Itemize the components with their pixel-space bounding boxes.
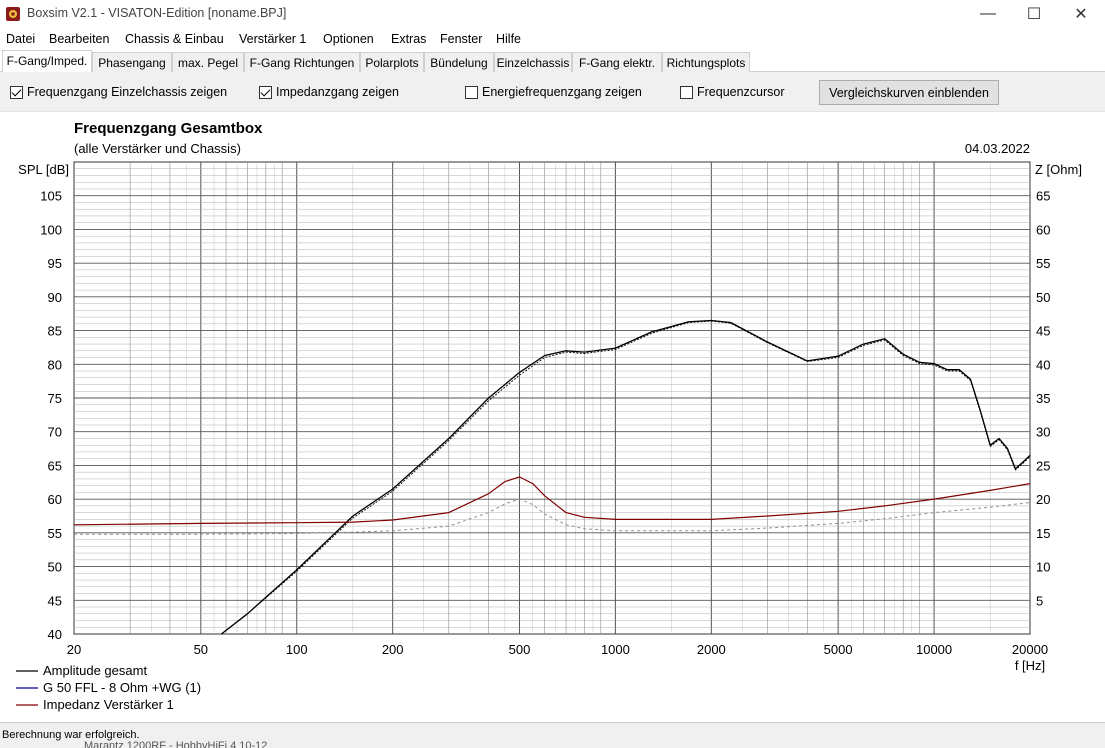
y2-tick-label: 15 (1036, 526, 1050, 541)
chart-subtitle: (alle Verstärker und Chassis) (74, 141, 241, 156)
y2-tick-label: 60 (1036, 222, 1050, 237)
chart-legend: Amplitude gesamt G 50 FFL - 8 Ohm +WG (1… (16, 663, 201, 712)
y2-tick-label: 45 (1036, 324, 1050, 339)
tab-f-gang-elektr[interactable]: F-Gang elektr. (572, 52, 662, 72)
checkbox-einzelchassis-box[interactable] (10, 85, 23, 99)
y-tick-label: 95 (48, 256, 62, 271)
y-tick-label: 40 (48, 627, 62, 642)
tab-buendelung[interactable]: Bündelung (424, 52, 494, 72)
checkbox-frequenzcursor-label: Frequenzcursor (697, 85, 785, 99)
checkbox-impedanz-box[interactable] (259, 85, 272, 99)
series-impedanz-chassis (74, 498, 1031, 535)
menu-fenster[interactable]: Fenster (440, 32, 483, 46)
y2-tick-label: 30 (1036, 425, 1050, 440)
y-tick-label: 45 (48, 593, 62, 608)
series-impedanz-verstaerker (73, 476, 1031, 526)
tab-richtungsplots[interactable]: Richtungsplots (662, 52, 750, 72)
x-tick-label: 20 (67, 642, 81, 657)
x-tick-label: 1000 (601, 642, 630, 657)
checkbox-frequenzcursor[interactable]: Frequenzcursor (680, 85, 785, 99)
tab-einzelchassis[interactable]: Einzelchassis (494, 52, 572, 72)
y-tick-label: 65 (48, 458, 62, 473)
x-tick-label: 500 (509, 642, 531, 657)
series-amplitude-gesamt (221, 319, 1031, 635)
y2-tick-label: 35 (1036, 391, 1050, 406)
tab-strip: F-Gang/Imped. Phasengang max. Pegel F-Ga… (0, 50, 1105, 72)
statusbar-divider (0, 722, 1105, 723)
legend-amplitude-label: Amplitude gesamt (43, 663, 147, 678)
y-tick-label: 90 (48, 290, 62, 305)
menu-optionen[interactable]: Optionen (323, 32, 374, 46)
y2-tick-label: 40 (1036, 357, 1050, 372)
chart-ticks: 20 50 100 200 500 1000 2000 5000 10000 2000010510… (40, 189, 1050, 657)
y-tick-label: 75 (48, 391, 62, 406)
tab-f-gang-richtungen[interactable]: F-Gang Richtungen (244, 52, 360, 72)
x-tick-label: 100 (286, 642, 308, 657)
tab-phasengang[interactable]: Phasengang (92, 52, 172, 72)
y2-tick-label: 20 (1036, 492, 1050, 507)
y2-tick-label: 5 (1036, 593, 1043, 608)
y-tick-label: 85 (48, 324, 62, 339)
menu-hilfe[interactable]: Hilfe (496, 32, 522, 46)
x-tick-label: 5000 (824, 642, 853, 657)
y2-tick-label: 25 (1036, 458, 1050, 473)
chart-date: 04.03.2022 (965, 141, 1030, 156)
y2-tick-label: 50 (1036, 290, 1050, 305)
legend-impedance-label: Impedanz Verstärker 1 (43, 697, 174, 712)
tab-f-gang-imped[interactable]: F-Gang/Imped. (2, 50, 92, 72)
y-tick-label: 50 (48, 560, 62, 575)
y-axis-label: SPL [dB] (18, 162, 69, 177)
chart-curves (73, 319, 1031, 635)
menu-extras[interactable]: Extras (391, 32, 427, 46)
y-tick-label: 55 (48, 526, 62, 541)
app-icon (6, 7, 20, 21)
options-toolbar: Frequenzgang Einzelchassis zeigen Impeda… (0, 72, 1105, 112)
menu-verstaerker[interactable]: Verstärker 1 (239, 32, 307, 46)
legend-chassis-label: G 50 FFL - 8 Ohm +WG (1) (43, 680, 201, 695)
y2-tick-label: 10 (1036, 560, 1050, 575)
x-tick-label: 50 (194, 642, 208, 657)
checkbox-energie-box[interactable] (465, 85, 478, 99)
title-bar: Boxsim V2.1 - VISATON-Edition [noname.BP… (0, 0, 1105, 28)
x-tick-label: 10000 (916, 642, 952, 657)
maximize-icon[interactable]: ☐ (1026, 6, 1042, 23)
menu-bearbeiten[interactable]: Bearbeiten (49, 32, 110, 46)
y2-tick-label: 55 (1036, 256, 1050, 271)
x-tick-label: 200 (382, 642, 404, 657)
y-tick-label: 70 (48, 425, 62, 440)
y2-tick-label: 65 (1036, 189, 1050, 204)
menu-bar: Datei Bearbeiten Chassis & Einbau Verstä… (0, 30, 1105, 50)
frequency-response-chart: Frequenzgang Gesamtbox (alle Verstärker … (16, 120, 1082, 712)
checkbox-einzelchassis-label: Frequenzgang Einzelchassis zeigen (27, 85, 228, 99)
tab-polarplots[interactable]: Polarplots (360, 52, 424, 72)
checkbox-impedanz-label: Impedanzgang zeigen (276, 85, 400, 99)
y-tick-label: 105 (40, 189, 62, 204)
tab-max-pegel[interactable]: max. Pegel (172, 52, 244, 72)
checkbox-energie[interactable]: Energiefrequenzgang zeigen (465, 85, 642, 99)
y-tick-label: 80 (48, 357, 62, 372)
y-tick-label: 60 (48, 492, 62, 507)
x-axis-label: f [Hz] (1015, 658, 1045, 673)
menu-datei[interactable]: Datei (6, 32, 36, 46)
checkbox-einzelchassis[interactable]: Frequenzgang Einzelchassis zeigen (10, 85, 227, 99)
series-chassis-response (221, 320, 1031, 635)
window-title: Boxsim V2.1 - VISATON-Edition [noname.BP… (27, 6, 287, 20)
checkbox-impedanz[interactable]: Impedanzgang zeigen (259, 85, 399, 99)
x-tick-label: 2000 (697, 642, 726, 657)
close-icon[interactable]: ✕ (1074, 6, 1088, 23)
compare-curves-button[interactable]: Vergleichskurven einblenden (819, 80, 999, 105)
status-text: Berechnung war erfolgreich. (2, 729, 140, 741)
status-bar: Berechnung war erfolgreich. Marantz 1200… (0, 723, 1105, 748)
minimize-icon[interactable]: — (980, 5, 996, 22)
checkbox-energie-label: Energiefrequenzgang zeigen (482, 85, 642, 99)
y-tick-label: 100 (40, 222, 62, 237)
chart-grid (73, 161, 1031, 635)
chart-title: Frequenzgang Gesamtbox (74, 120, 263, 137)
y2-axis-label: Z [Ohm] (1035, 162, 1082, 177)
checkbox-frequenzcursor-box[interactable] (680, 85, 693, 99)
x-tick-label: 20000 (1012, 642, 1048, 657)
menu-chassis-einbau[interactable]: Chassis & Einbau (125, 32, 224, 46)
status-peek-text: Marantz 1200RF - HobbyHiFi 4 10-12 (84, 740, 268, 748)
